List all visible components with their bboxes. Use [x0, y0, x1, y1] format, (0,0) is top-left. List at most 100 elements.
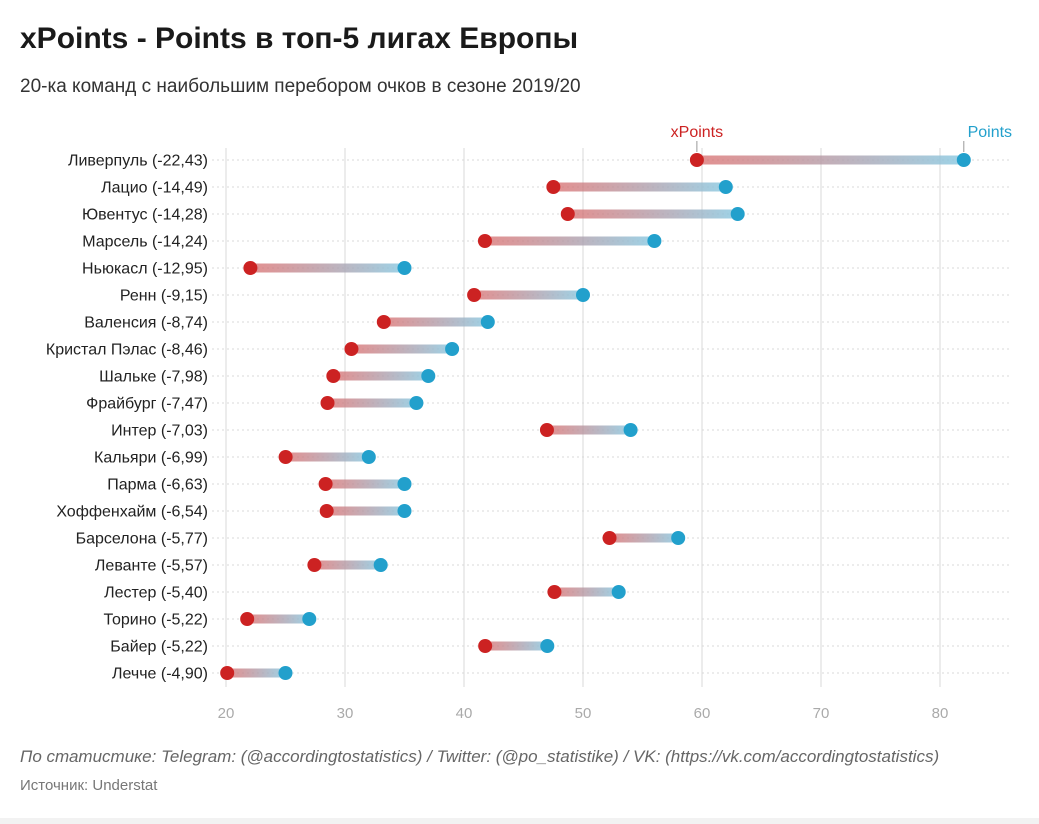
points-dot: [409, 396, 424, 410]
dumbbell-bar: [474, 290, 583, 300]
points-dot: [718, 180, 733, 194]
team-label: Интер (-7,03): [111, 423, 208, 440]
source-note: Источник: Understat: [20, 777, 158, 794]
dumbbell-bar: [484, 236, 655, 246]
team-label: Ювентус (-14,28): [82, 207, 208, 224]
legend-points: Points: [968, 124, 1012, 141]
xpoints-dot: [560, 207, 575, 221]
dumbbell-bar: [351, 344, 453, 354]
dumbbell-bar: [567, 209, 738, 219]
team-label: Валенсия (-8,74): [84, 315, 208, 332]
team-label: Лестер (-5,40): [104, 585, 208, 602]
team-label: Кальяри (-6,99): [94, 450, 208, 467]
legend: xPoints Points: [671, 124, 1012, 152]
dumbbell-chart: Ливерпуль (-22,43) Лацио (-14,49) Ювентус …: [46, 124, 1012, 722]
xpoints-dot: [376, 315, 391, 329]
dumbbell-dots: [220, 153, 971, 680]
dumbbell-bar: [326, 506, 405, 516]
xpoints-dot: [477, 234, 492, 248]
x-tick-label: 70: [813, 705, 830, 722]
team-label: Марсель (-14,24): [82, 234, 208, 251]
dumbbell-bar: [553, 182, 726, 192]
bottom-bar: [0, 818, 1039, 824]
points-dot: [361, 450, 376, 464]
team-label: Лацио (-14,49): [101, 180, 208, 197]
points-dot: [576, 288, 590, 302]
xpoints-dot: [318, 477, 333, 491]
points-dot: [397, 504, 412, 518]
xpoints-dot: [243, 261, 258, 275]
dumbbell-bar: [383, 317, 488, 327]
chart-title: xPoints - Points в топ-5 лигах Европы: [20, 22, 579, 55]
team-labels: Ливерпуль (-22,43) Лацио (-14,49) Ювентус …: [46, 153, 208, 683]
dumbbell-bar: [227, 668, 286, 678]
x-tick-label: 30: [337, 705, 354, 722]
xpoints-dot: [602, 531, 617, 545]
team-label: Ньюкасл (-12,95): [82, 261, 208, 278]
points-dot: [278, 666, 293, 680]
dumbbell-bar: [485, 641, 548, 651]
team-label: Шальке (-7,98): [99, 369, 208, 386]
xpoints-dot: [220, 666, 235, 680]
xpoints-dot: [278, 450, 293, 464]
xpoints-dot: [320, 396, 335, 410]
dumbbell-bar: [247, 614, 310, 624]
x-tick-label: 20: [218, 705, 235, 722]
team-label: Ренн (-9,15): [120, 288, 208, 305]
team-label: Торино (-5,22): [103, 612, 208, 629]
xpoints-dot: [689, 153, 704, 167]
points-dot: [623, 423, 638, 437]
x-axis-ticks: 20 30 40 50 60 70 80: [218, 705, 949, 722]
dumbbell-bars: [227, 155, 964, 678]
dumbbell-bar: [696, 155, 964, 165]
points-dot: [445, 342, 460, 356]
x-tick-label: 60: [694, 705, 711, 722]
team-label: Барселона (-5,77): [76, 531, 208, 548]
team-label: Хоффенхайм (-6,54): [56, 504, 208, 521]
team-label: Фрайбург (-7,47): [86, 396, 208, 413]
xpoints-dot: [547, 585, 562, 599]
chart-subtitle: 20-ка команд с наибольшим перебором очко…: [20, 76, 581, 97]
dumbbell-bar: [250, 263, 405, 273]
dumbbell-bar: [333, 371, 429, 381]
points-dot: [671, 531, 686, 545]
dumbbell-bar: [327, 398, 417, 408]
points-dot: [480, 315, 495, 329]
points-dot: [956, 153, 971, 167]
dumbbell-bar: [546, 425, 631, 435]
x-tick-label: 40: [456, 705, 473, 722]
dumbbell-bar: [609, 533, 679, 543]
dumbbell-bar: [314, 560, 381, 570]
points-dot: [611, 585, 626, 599]
points-dot: [397, 477, 412, 491]
team-label: Байер (-5,22): [110, 639, 208, 656]
grid-lines: [212, 148, 1010, 687]
points-dot: [373, 558, 388, 572]
xpoints-dot: [319, 504, 334, 518]
team-label: Кристал Пэлас (-8,46): [46, 342, 208, 359]
xpoints-dot: [539, 423, 554, 437]
team-label: Ливерпуль (-22,43): [68, 153, 208, 170]
points-dot: [540, 639, 555, 653]
points-dot: [421, 369, 436, 383]
legend-xpoints: xPoints: [671, 124, 723, 141]
xpoints-dot: [478, 639, 493, 653]
points-dot: [397, 261, 412, 275]
dumbbell-bar: [325, 479, 405, 489]
team-label: Парма (-6,63): [107, 477, 208, 494]
footer-credits: По статистике: Telegram: (@accordingtost…: [20, 747, 940, 766]
xpoints-dot: [467, 288, 482, 302]
xpoints-dot: [326, 369, 341, 383]
points-dot: [302, 612, 317, 626]
points-dot: [730, 207, 745, 221]
points-dot: [647, 234, 662, 248]
xpoints-dot: [240, 612, 255, 626]
xpoints-dot: [307, 558, 322, 572]
team-label: Лечче (-4,90): [112, 666, 208, 683]
xpoints-dot: [344, 342, 359, 356]
dumbbell-bar: [554, 587, 619, 597]
dumbbell-bar: [285, 452, 369, 462]
x-tick-label: 80: [932, 705, 949, 722]
xpoints-dot: [546, 180, 561, 194]
x-tick-label: 50: [575, 705, 592, 722]
